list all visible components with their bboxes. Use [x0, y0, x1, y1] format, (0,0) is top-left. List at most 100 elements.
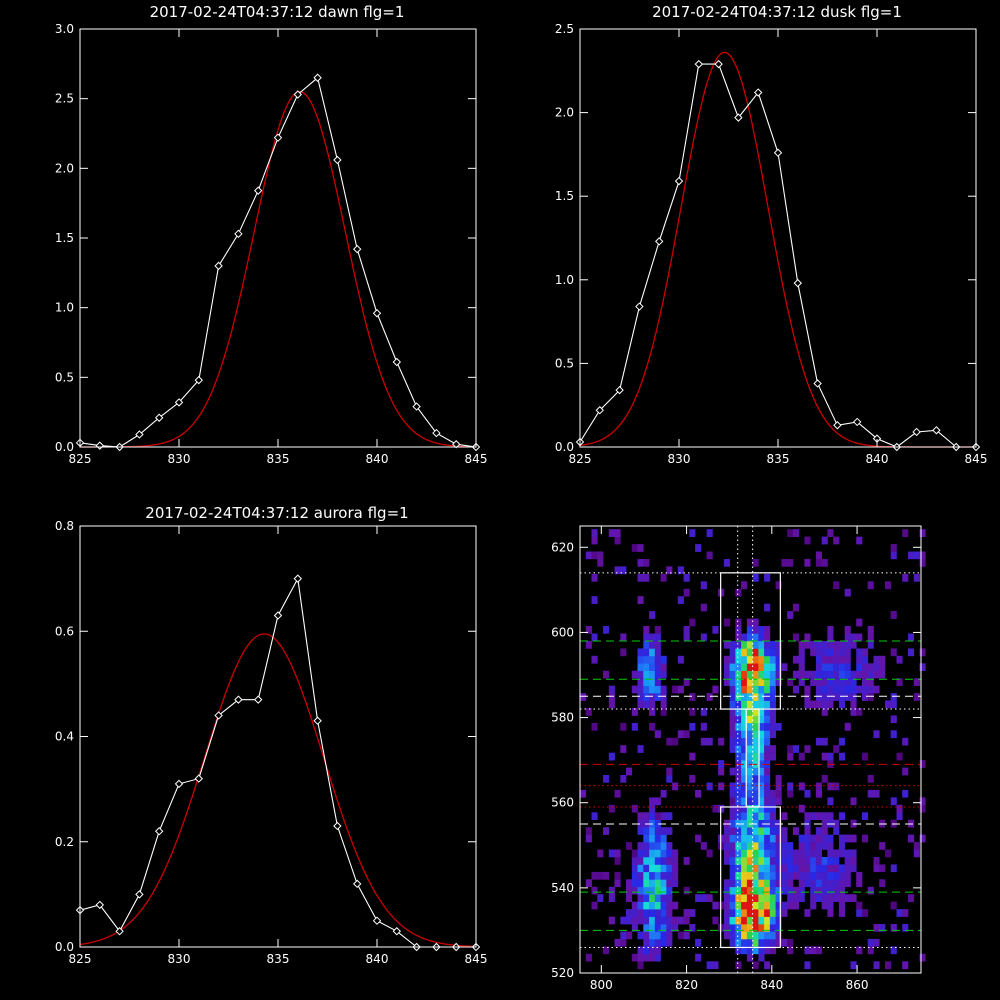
- heatmap-cell: [862, 670, 869, 679]
- heatmap-cell: [792, 603, 799, 612]
- heatmap-cell: [654, 849, 661, 858]
- heatmap-cell: [735, 626, 742, 634]
- heatmap-cell: [787, 901, 794, 910]
- dusk-xtick-label: 845: [965, 452, 988, 466]
- heatmap-cell: [867, 626, 874, 634]
- heatmap-cell: [775, 909, 782, 917]
- heatmap-cell: [631, 857, 638, 865]
- heatmap-cell: [741, 708, 748, 716]
- heatmap-cell: [735, 804, 742, 813]
- heatmap-cell: [741, 663, 748, 671]
- heatmap-cell: [856, 879, 863, 888]
- heatmap-cell: [741, 909, 748, 917]
- heatmap-cell: [672, 849, 679, 858]
- heatmap-ytick-label: 520: [551, 966, 574, 980]
- heatmap-cell: [712, 961, 719, 970]
- heatmap-cell: [838, 737, 845, 746]
- heatmap-cell: [798, 879, 805, 888]
- heatmap-cell: [654, 834, 661, 843]
- heatmap-cell: [666, 827, 673, 835]
- heatmap-cell: [643, 812, 650, 820]
- heatmap-cell: [815, 834, 822, 843]
- heatmap-cell: [741, 894, 748, 902]
- heatmap-cell: [769, 849, 776, 858]
- heatmap-cell: [769, 909, 776, 917]
- heatmap-cell: [631, 804, 638, 813]
- heatmap-cell: [741, 842, 748, 850]
- heatmap-cell: [746, 842, 753, 850]
- heatmap-cell: [666, 842, 673, 850]
- heatmap-cell: [614, 879, 621, 888]
- heatmap-cell: [683, 730, 690, 739]
- heatmap-cell: [758, 663, 765, 671]
- dusk-data-point: [635, 302, 644, 311]
- dusk-data-point: [694, 59, 704, 69]
- heatmap-cell: [746, 953, 753, 962]
- heatmap-cell: [821, 685, 828, 694]
- heatmap-cell: [608, 804, 615, 813]
- heatmap-cell: [706, 961, 713, 970]
- aurora-chart-marks: [75, 574, 481, 952]
- heatmap-cell: [649, 678, 656, 686]
- heatmap-cell: [775, 857, 782, 865]
- heatmap-cell: [660, 670, 667, 679]
- heatmap-cell: [672, 924, 679, 932]
- heatmap-cell: [643, 559, 650, 567]
- dawn-ytick-label: 3.0: [55, 22, 74, 36]
- heatmap-cell: [723, 640, 730, 649]
- heatmap-cell: [741, 804, 748, 813]
- heatmap-cell: [666, 871, 673, 880]
- heatmap-cell: [787, 864, 794, 873]
- heatmap-cell: [729, 722, 736, 731]
- heatmap-cell: [741, 775, 748, 783]
- heatmap-cell: [746, 938, 753, 947]
- heatmap-cell: [815, 849, 822, 858]
- heatmap-cell: [746, 827, 753, 835]
- heatmap-cell: [752, 685, 759, 694]
- dusk-data-point: [654, 237, 664, 246]
- heatmap-cell: [815, 871, 822, 880]
- heatmap-cell: [666, 916, 673, 925]
- heatmap-cell: [844, 685, 851, 694]
- heatmap-cell: [729, 767, 736, 776]
- heatmap-cell: [804, 693, 811, 701]
- dawn-data-point: [412, 402, 421, 411]
- heatmap-cell: [683, 573, 690, 582]
- heatmap-cell: [810, 678, 817, 686]
- heatmap-cell: [637, 670, 644, 679]
- heatmap-cell: [677, 730, 684, 739]
- heatmap-cell: [838, 909, 845, 917]
- heatmap-cell: [758, 857, 765, 865]
- heatmap-cell: [585, 953, 592, 962]
- heatmap-cell: [660, 857, 667, 865]
- heatmap-cell: [735, 588, 742, 597]
- heatmap-cell: [643, 886, 650, 895]
- dawn-data-point: [451, 440, 461, 449]
- heatmap-cell: [752, 901, 759, 910]
- aurora-xtick-label: 845: [465, 952, 488, 966]
- heatmap-cell: [677, 655, 684, 664]
- heatmap-cell: [798, 663, 805, 671]
- heatmap-cell: [758, 886, 765, 895]
- heatmap-cell: [654, 655, 661, 664]
- heatmap-cell: [752, 693, 759, 701]
- heatmap-cell: [735, 901, 742, 910]
- heatmap-cell: [603, 670, 610, 679]
- heatmap-cell: [752, 827, 759, 835]
- heatmap-cell: [873, 663, 880, 671]
- heatmap-cell: [746, 648, 753, 657]
- heatmap-cell: [637, 827, 644, 835]
- heatmap-cell: [603, 775, 610, 783]
- heatmap-cell: [603, 827, 610, 835]
- heatmap-cell: [769, 857, 776, 865]
- heatmap-cell: [735, 938, 742, 947]
- heatmap-cell: [735, 745, 742, 753]
- heatmap-cell: [649, 640, 656, 649]
- heatmap-cell: [775, 663, 782, 671]
- heatmap-cell: [735, 708, 742, 716]
- heatmap-cell: [637, 678, 644, 686]
- heatmap-cell: [649, 842, 656, 850]
- heatmap-ytick-label: 580: [551, 711, 574, 725]
- heatmap-cell: [631, 924, 638, 932]
- heatmap-cell: [827, 834, 834, 843]
